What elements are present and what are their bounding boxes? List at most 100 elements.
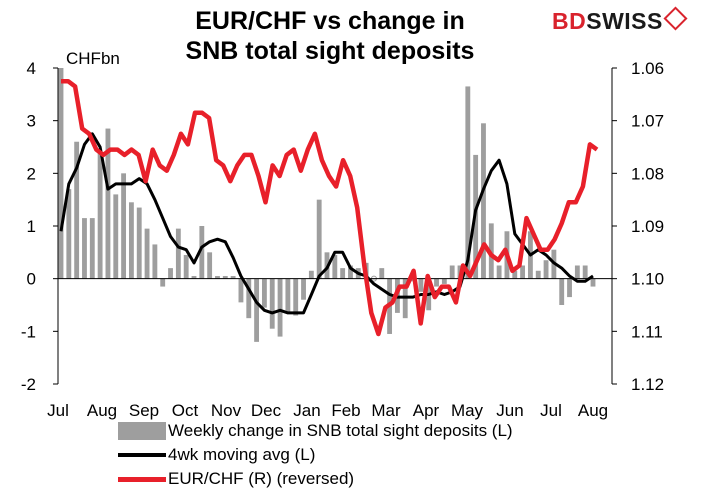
left-axis-tick-label: -2	[21, 375, 36, 394]
legend-swatch-eurchf	[118, 476, 166, 482]
deposit-bar	[261, 278, 267, 308]
deposit-bar	[574, 265, 580, 279]
deposit-bar	[97, 152, 103, 279]
deposit-bar	[238, 278, 244, 303]
deposit-bar	[348, 265, 353, 279]
deposit-bar	[465, 86, 471, 279]
legend-item-bars: Weekly change in SNB total sight deposit…	[118, 421, 513, 441]
deposit-bar	[113, 194, 119, 279]
deposit-bar	[520, 265, 526, 279]
deposit-bar	[285, 278, 291, 313]
x-axis-month-label: May	[451, 401, 484, 420]
deposit-bar	[543, 260, 549, 279]
deposit-bar	[168, 268, 173, 279]
legend-item-moving-avg: 4wk moving avg (L)	[118, 445, 315, 465]
chart-title-line2: SNB total sight deposits	[185, 37, 475, 65]
deposit-bar	[488, 223, 494, 279]
legend-label-moving-avg: 4wk moving avg (L)	[168, 445, 316, 464]
deposit-bar	[254, 278, 260, 342]
deposit-bar	[105, 128, 111, 279]
brand-logo-bd: BD	[552, 8, 587, 34]
deposit-bar	[230, 276, 236, 279]
x-axis-month-label: Jul	[47, 401, 69, 420]
deposit-bar	[340, 268, 346, 279]
x-axis-month-label: Mar	[371, 401, 401, 420]
deposit-bar	[58, 68, 64, 279]
deposit-bar	[136, 207, 142, 279]
left-axis-tick-label: 2	[27, 164, 36, 183]
x-axis-month-label: Jan	[293, 401, 320, 420]
left-axis-tick-label: -1	[21, 322, 36, 341]
right-axis-tick-label: 1.08	[631, 164, 664, 183]
deposit-bar	[128, 202, 134, 279]
eurchf-line	[61, 78, 599, 337]
legend-item-eurchf: EUR/CHF (R) (reversed)	[118, 469, 354, 489]
deposit-bar	[293, 278, 299, 316]
deposit-bar	[316, 199, 322, 279]
deposit-bar	[332, 254, 338, 279]
left-axis-tick-label: 1	[27, 217, 36, 236]
deposit-bar	[269, 278, 275, 329]
deposit-bar	[152, 244, 158, 279]
legend-label-bars: Weekly change in SNB total sight deposit…	[168, 421, 513, 440]
right-axis-tick-label: 1.11	[631, 322, 663, 341]
x-axis-month-label: Sep	[129, 401, 159, 420]
deposit-bar	[89, 218, 95, 279]
deposit-bar	[582, 265, 588, 279]
deposit-bar	[82, 218, 87, 279]
deposit-bar	[418, 278, 424, 292]
x-axis-month-label: Feb	[331, 401, 360, 420]
deposit-bar	[512, 270, 518, 279]
left-axis-unit: CHFbn	[66, 49, 120, 68]
legend-label-eurchf: EUR/CHF (R) (reversed)	[168, 469, 355, 488]
deposit-bar	[222, 276, 228, 279]
deposit-bar	[481, 123, 486, 279]
deposit-bar	[191, 276, 197, 279]
right-axis-tick-label: 1.07	[631, 112, 664, 131]
moving-avg-line	[59, 132, 594, 315]
deposit-bar	[277, 278, 283, 337]
deposit-bar	[308, 270, 314, 279]
deposit-bar	[207, 252, 213, 279]
deposit-bar	[160, 278, 166, 287]
deposit-bar	[379, 268, 385, 279]
x-axis-month-label: Oct	[172, 401, 199, 420]
deposit-bar	[121, 173, 127, 279]
deposit-bar	[301, 278, 306, 300]
left-axis-tick-label: 4	[27, 59, 36, 78]
x-axis-month-label: Aug	[578, 401, 608, 420]
deposit-bar	[215, 276, 220, 279]
legend-swatch-moving-avg	[118, 453, 166, 457]
deposit-bar	[559, 278, 565, 305]
deposit-bar	[199, 226, 205, 279]
deposit-bar	[434, 278, 439, 287]
deposit-bar	[66, 189, 72, 279]
deposit-bar	[144, 228, 150, 279]
deposit-bar	[175, 228, 181, 279]
brand-logo-swiss: SWISS	[586, 8, 663, 34]
deposit-bar	[441, 278, 447, 284]
deposit-bar	[183, 254, 189, 279]
deposit-bar	[567, 278, 572, 298]
brand-logo: BDSWISS	[552, 6, 688, 35]
deposit-bar	[590, 278, 596, 287]
deposit-bar	[535, 270, 541, 279]
legend-swatch-bars	[118, 422, 166, 440]
deposit-bar	[246, 278, 252, 319]
right-axis-tick-label: 1.09	[631, 217, 664, 236]
left-axis-tick-label: 0	[27, 270, 36, 289]
x-axis-month-label: Jun	[496, 401, 523, 420]
x-axis-month-label: Dec	[251, 401, 282, 420]
x-axis-month-label: Apr	[413, 401, 440, 420]
chart-title-line1: EUR/CHF vs change in	[195, 7, 465, 35]
x-axis-month-label: Jul	[540, 401, 562, 420]
deposit-bar	[449, 265, 455, 279]
right-axis-tick-label: 1.06	[631, 59, 664, 78]
right-axis-tick-label: 1.12	[631, 375, 664, 394]
left-axis-tick-label: 3	[27, 112, 36, 131]
x-axis-month-label: Nov	[211, 401, 242, 420]
x-axis-month-label: Aug	[87, 401, 117, 420]
chart-title: EUR/CHF vs change in SNB total sight dep…	[120, 6, 540, 66]
deposit-bar	[496, 265, 502, 279]
